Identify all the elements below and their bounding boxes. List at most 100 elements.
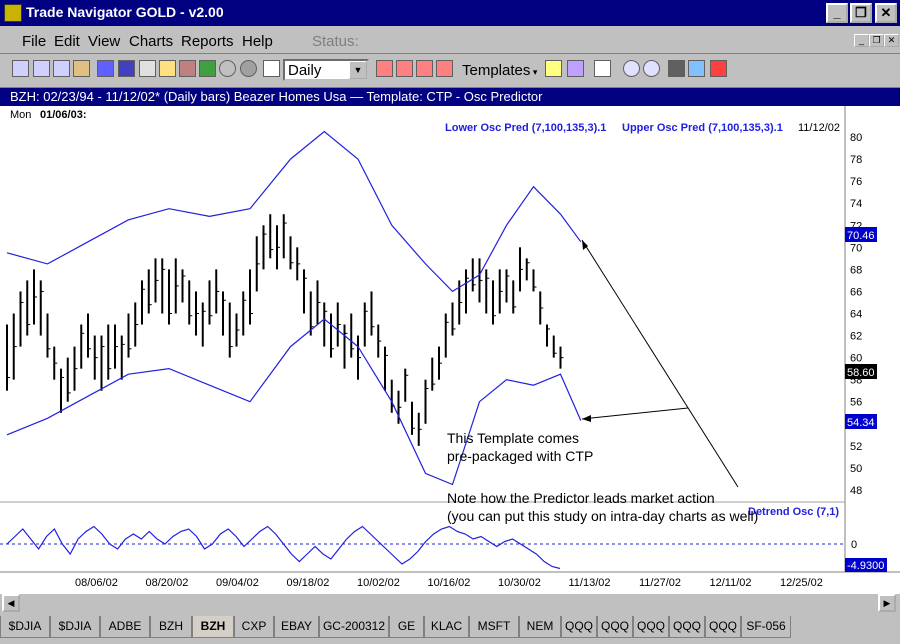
mdi-restore-button[interactable]: ❐ <box>869 34 884 47</box>
new-chart-icon[interactable] <box>12 60 29 77</box>
close-button[interactable]: ✕ <box>875 3 897 23</box>
symbol-tab[interactable]: $DJIA <box>0 616 50 638</box>
price-tick-label: 74 <box>850 198 862 210</box>
minimize-button[interactable]: _ <box>826 3 848 23</box>
lower-osc-pred-line <box>6 318 582 486</box>
price-tick-label: 48 <box>850 485 862 497</box>
symbol-tab[interactable]: CXP <box>234 616 274 638</box>
menu-file[interactable]: File <box>22 33 47 50</box>
menu-charts[interactable]: Charts <box>129 33 174 50</box>
annotation-line-2: pre-packaged with CTP <box>447 448 593 464</box>
symbol-tab[interactable]: GC-200312 <box>319 616 389 638</box>
symbol-tab[interactable]: MSFT <box>469 616 519 638</box>
symbol-tab[interactable]: SF-056 <box>741 616 791 638</box>
pointer-icon[interactable] <box>594 60 611 77</box>
chevron-down-icon[interactable]: ▼ <box>349 61 367 79</box>
bar-spacing-icon[interactable] <box>416 60 433 77</box>
mdi-minimize-button[interactable]: _ <box>854 34 869 47</box>
symbol-tab[interactable]: QQQ <box>561 616 597 638</box>
symbol-tab[interactable]: ADBE <box>100 616 150 638</box>
date-tick-label: 08/06/02 <box>75 577 118 589</box>
legend-lower-osc: Lower Osc Pred (7,100,135,3).1 <box>445 122 606 134</box>
menu-view[interactable]: View <box>88 33 121 50</box>
save-chart-icon[interactable] <box>53 60 70 77</box>
cursor-label: Mon <box>10 109 31 121</box>
symbol-tab[interactable]: QQQ <box>633 616 669 638</box>
arrowhead-upper-icon <box>582 240 588 250</box>
candle-icon[interactable] <box>436 60 453 77</box>
price-chart[interactable]: 4850525456586062646668707274767880 08/06… <box>0 106 900 594</box>
caret-down-icon: ▾ <box>530 67 538 77</box>
mdi-close-button[interactable]: ✕ <box>884 34 899 47</box>
print-icon[interactable] <box>668 60 685 77</box>
scroll-right-button[interactable]: ▶ <box>878 594 896 612</box>
price-tick-label: 64 <box>850 309 862 321</box>
symbol-tab[interactable]: BZH <box>150 616 192 638</box>
symbol-tab[interactable]: BZH <box>192 616 234 638</box>
symbol-tab[interactable]: EBAY <box>274 616 319 638</box>
date-tick-label: 09/18/02 <box>287 577 330 589</box>
date-tick-label: 08/20/02 <box>146 577 189 589</box>
list-icon[interactable] <box>118 60 135 77</box>
annotation-line-1: This Template comes <box>447 430 579 446</box>
templates-button[interactable]: Templates ▾ <box>462 62 537 79</box>
date-tick-label: 10/02/02 <box>357 577 400 589</box>
chart-header: BZH: 02/23/94 - 11/12/02* (Daily bars) B… <box>0 88 900 106</box>
symbol-tab[interactable]: QQQ <box>705 616 741 638</box>
news-icon[interactable] <box>139 60 156 77</box>
legend-detrend-osc: Detrend Osc (7,1) <box>748 506 839 518</box>
upper-value-tag <box>845 227 877 242</box>
symbol-tab[interactable]: GE <box>389 616 424 638</box>
zoom-out-icon[interactable] <box>643 60 660 77</box>
price-tick-label: 76 <box>850 176 862 188</box>
date-tick-label: 11/27/02 <box>639 577 681 589</box>
scroll-left-button[interactable]: ◀ <box>2 594 20 612</box>
app-icon[interactable] <box>4 4 22 22</box>
open-chart-icon[interactable] <box>33 60 50 77</box>
bar-type-icon[interactable] <box>376 60 393 77</box>
export-icon[interactable] <box>688 60 705 77</box>
period-value: Daily <box>288 62 322 79</box>
strategy-icon[interactable] <box>199 60 216 77</box>
lower-value-text: 54.34 <box>847 417 875 429</box>
tools-icon[interactable] <box>73 60 90 77</box>
cursor-date: 01/06/03: <box>40 109 86 121</box>
date-tick-label: 12/11/02 <box>710 577 752 589</box>
symbol-icon[interactable] <box>263 60 280 77</box>
menu-reports[interactable]: Reports <box>181 33 234 50</box>
traffic-light-icon[interactable] <box>710 60 727 77</box>
upper-value-text: 70.46 <box>847 230 875 242</box>
menu-help[interactable]: Help <box>242 33 273 50</box>
bar-style-icon[interactable] <box>396 60 413 77</box>
symbol-tab[interactable]: KLAC <box>424 616 469 638</box>
detrend-osc-line <box>6 525 561 570</box>
horizontal-scrollbar[interactable]: ◀ ▶ <box>0 594 900 612</box>
settings-icon[interactable] <box>240 60 257 77</box>
symbol-tab[interactable]: NEM <box>519 616 561 638</box>
price-tick-label: 52 <box>850 441 862 453</box>
window-title: Trade Navigator GOLD - v2.00 <box>26 4 224 20</box>
price-tick-label: 80 <box>850 132 862 144</box>
close-value-text: 58.60 <box>847 367 875 379</box>
scan-icon[interactable] <box>179 60 196 77</box>
osc-value-text: -4.9300 <box>847 560 884 572</box>
symbol-tab[interactable]: $DJIA <box>50 616 100 638</box>
period-select[interactable]: Daily ▼ <box>283 59 369 81</box>
price-tick-label: 62 <box>850 331 862 343</box>
restore-button[interactable]: ❐ <box>850 3 872 23</box>
symbol-tab[interactable]: QQQ <box>597 616 633 638</box>
date-tick-label: 10/30/02 <box>498 577 541 589</box>
annotation-line-4: (you can put this study on intra-day cha… <box>447 508 758 524</box>
globe-icon[interactable] <box>219 60 236 77</box>
menu-edit[interactable]: Edit <box>54 33 80 50</box>
symbol-tab[interactable]: QQQ <box>669 616 705 638</box>
price-tick-label: 50 <box>850 463 862 475</box>
zoom-in-icon[interactable] <box>623 60 640 77</box>
arrowhead-lower-icon <box>582 415 591 422</box>
alarm-icon[interactable] <box>159 60 176 77</box>
draw-line-icon[interactable] <box>545 60 562 77</box>
color-icon[interactable] <box>567 60 584 77</box>
menu-bar: File Edit View Charts Reports Help Statu… <box>0 28 900 54</box>
legend-last-date: 11/12/02 <box>798 122 840 134</box>
quote-board-icon[interactable] <box>97 60 114 77</box>
